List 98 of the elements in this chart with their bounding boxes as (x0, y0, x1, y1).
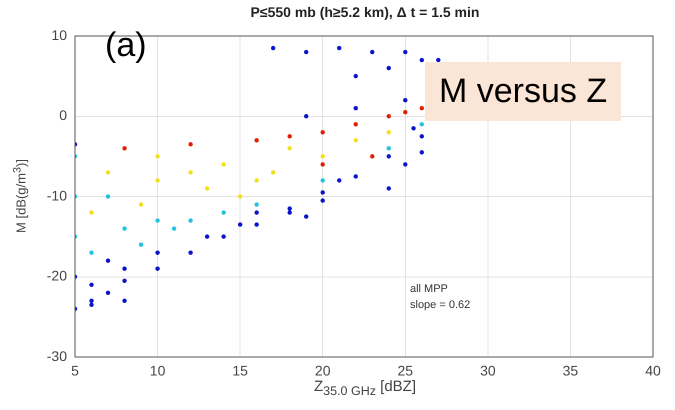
point (386, 114, 391, 118)
point (188, 218, 193, 223)
point (238, 194, 242, 199)
point (106, 194, 110, 199)
point (420, 122, 424, 126)
point (122, 298, 127, 304)
point (106, 170, 110, 175)
point (386, 130, 391, 134)
point (420, 134, 424, 139)
point (287, 206, 292, 211)
point (354, 122, 358, 126)
point (354, 138, 358, 143)
point (320, 178, 325, 183)
annotation: M versus Z (425, 62, 622, 121)
point (370, 50, 374, 54)
point (304, 50, 308, 54)
point (403, 110, 408, 114)
point (420, 106, 424, 110)
y-tick-label: -30 (46, 348, 68, 364)
point (188, 170, 193, 175)
point (337, 46, 342, 50)
point (138, 242, 144, 247)
point (403, 162, 408, 167)
x-axis-title: Z$_{35.0 GHz}$ [dBZ] (314, 378, 416, 398)
point (420, 58, 424, 62)
point (106, 258, 110, 263)
x-tick-label: 30 (480, 362, 496, 378)
point (403, 98, 408, 102)
point (411, 126, 416, 130)
point (221, 234, 226, 239)
chart-title: P≤550 mb (h≥5.2 km), Δ t = 1.5 min (250, 4, 480, 20)
annotation: all MPP (410, 283, 448, 295)
point (254, 178, 259, 183)
point (155, 218, 160, 223)
point (122, 146, 127, 151)
point (254, 222, 259, 227)
point (138, 202, 144, 207)
point (221, 210, 226, 215)
point (155, 266, 160, 271)
point (89, 298, 94, 304)
point (287, 134, 292, 139)
point (238, 222, 242, 227)
point (172, 226, 176, 231)
point (122, 266, 127, 271)
annotation: slope = 0.62 (410, 299, 470, 311)
y-tick-label: -10 (46, 187, 68, 204)
point (386, 66, 391, 70)
point (354, 174, 358, 179)
point (106, 290, 110, 295)
point (188, 250, 193, 255)
point (337, 178, 342, 183)
x-tick-label: 15 (232, 362, 248, 378)
point (420, 150, 424, 155)
x-tick-label: 20 (314, 362, 331, 378)
point (89, 302, 94, 308)
point (320, 190, 325, 195)
point (320, 130, 325, 134)
y-tick-label: 10 (51, 26, 68, 43)
point (403, 50, 408, 54)
x-tick-label: 25 (397, 362, 414, 378)
point (354, 106, 358, 110)
point (221, 162, 226, 167)
point (386, 146, 391, 151)
point (304, 214, 308, 219)
point (287, 210, 292, 215)
point (89, 250, 94, 255)
point (188, 142, 193, 147)
y-tick-label: -20 (46, 268, 68, 284)
y-tick-label: 0 (59, 107, 68, 124)
point (89, 210, 94, 215)
point (370, 154, 374, 159)
point (155, 154, 160, 159)
point (386, 154, 391, 159)
point (320, 154, 325, 159)
point (436, 58, 441, 62)
point (155, 250, 160, 255)
annotation: (a) (105, 26, 147, 65)
point (354, 74, 358, 78)
x-tick-label: 35 (562, 362, 578, 378)
point (89, 282, 94, 287)
point (386, 186, 391, 191)
x-tick-label: 5 (71, 362, 80, 378)
point (155, 178, 160, 183)
point (270, 170, 276, 175)
x-tick-label: 40 (645, 362, 661, 378)
point (270, 46, 276, 50)
point (254, 202, 259, 207)
point (204, 234, 210, 239)
point (122, 226, 127, 231)
point (320, 198, 325, 203)
point (122, 278, 127, 283)
point (287, 146, 292, 151)
x-tick-label: 10 (150, 362, 166, 378)
point (254, 138, 259, 143)
point (320, 162, 325, 167)
point (304, 114, 308, 118)
point (204, 186, 210, 191)
point (254, 210, 259, 215)
